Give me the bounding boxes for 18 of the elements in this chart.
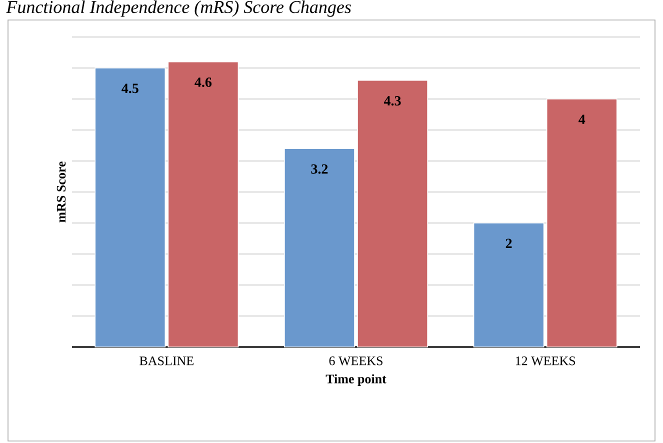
y-axis-title: mRS Score [56,162,66,222]
data-label: 4.5 [122,84,138,94]
x-tick-label: BASLINE [140,356,194,366]
chart-title: Functional Independence (mRS) Score Changes [6,0,351,17]
data-label: 4 [578,114,586,124]
data-label: 4.6 [194,78,212,87]
bar [546,98,618,348]
bar [473,222,544,348]
bar [168,61,239,348]
bar [357,80,428,348]
x-tick-label: 6 WEEKS [329,356,382,366]
data-label: 4.3 [384,96,401,106]
data-label: 2 [506,238,512,248]
bar [284,148,355,348]
bar [94,68,166,348]
data-label: 3.2 [311,164,328,174]
x-axis-title: Time point [326,374,386,386]
x-tick-label: 12 WEEKS [516,356,576,366]
